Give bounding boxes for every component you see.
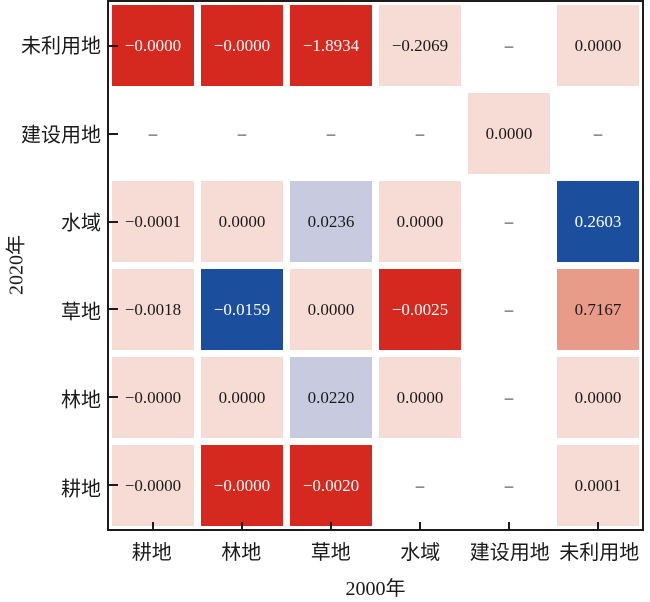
- x-tick-label: 耕地: [131, 542, 172, 564]
- heatmap-cell-missing: –: [468, 269, 550, 350]
- y-axis-tick: [109, 308, 118, 311]
- x-axis-tick: [330, 522, 333, 529]
- heatmap-cell: 0.0001: [557, 445, 639, 526]
- heatmap-cell: 0.0000: [379, 357, 461, 438]
- heatmap-grid: −0.0000 −0.0000 −1.8934 −0.2069–0.0000– – – –0…: [109, 2, 642, 529]
- y-axis-tick-labels: 未利用地建设用地水域草地林地耕地: [0, 0, 101, 531]
- heatmap-cell: −0.0000: [112, 5, 194, 86]
- heatmap-cell: −0.0001: [112, 181, 194, 262]
- heatmap-cell: 0.0220: [290, 357, 372, 438]
- heatmap-cell: 0.2603: [557, 181, 639, 262]
- y-axis-tick: [109, 396, 118, 399]
- x-axis-tick: [418, 522, 421, 529]
- heatmap-cell: 0.0000: [290, 269, 372, 350]
- y-axis-tick: [109, 44, 118, 47]
- x-axis-tick: [152, 522, 155, 529]
- heatmap-cell-missing: –: [557, 93, 639, 174]
- x-axis-tick-labels: 耕地 林地 草地 水域 建设用地 未利用地: [107, 536, 644, 564]
- heatmap-cell-missing: –: [468, 181, 550, 262]
- x-tick-label: 林地: [221, 542, 262, 564]
- heatmap-cell: −1.8934: [290, 5, 372, 86]
- heatmap-cell: 0.0000: [379, 181, 461, 262]
- x-axis-tick: [596, 522, 599, 529]
- y-tick-label: 草地: [61, 301, 101, 324]
- heatmap-cell-missing: –: [201, 93, 283, 174]
- heatmap-cell: −0.2069: [379, 5, 461, 86]
- heatmap-cell: 0.7167: [557, 269, 639, 350]
- heatmap-cell: 0.0000: [468, 93, 550, 174]
- y-tick-label: 耕地: [61, 478, 101, 501]
- heatmap-cell: 0.0000: [557, 5, 639, 86]
- heatmap-cell-missing: –: [468, 5, 550, 86]
- heatmap-cell-missing: –: [112, 93, 194, 174]
- heatmap-cell-missing: –: [379, 93, 461, 174]
- heatmap-cell: −0.0025: [379, 269, 461, 350]
- plot-area: −0.0000 −0.0000 −1.8934 −0.2069–0.0000– – – –0…: [107, 0, 644, 531]
- x-tick-label: 草地: [310, 542, 351, 564]
- x-axis-tick: [507, 522, 510, 529]
- heatmap-cell-missing: –: [290, 93, 372, 174]
- heatmap-cell-missing: –: [468, 357, 550, 438]
- y-axis-tick: [109, 220, 118, 223]
- heatmap-cell: 0.0000: [201, 181, 283, 262]
- heatmap-cell: 0.0000: [201, 357, 283, 438]
- y-axis-tick: [109, 132, 118, 135]
- y-tick-label: 未利用地: [21, 35, 101, 58]
- y-axis-tick: [109, 484, 118, 487]
- y-tick-label: 水域: [61, 212, 101, 235]
- heatmap-cell: −0.0000: [112, 357, 194, 438]
- x-tick-label: 建设用地: [469, 542, 550, 564]
- heatmap-cell: −0.0000: [112, 445, 194, 526]
- heatmap-cell: −0.0000: [201, 445, 283, 526]
- heatmap-cell: −0.0000: [201, 5, 283, 86]
- heatmap-cell: 0.0000: [557, 357, 639, 438]
- heatmap-cell-missing: –: [379, 445, 461, 526]
- x-axis-tick: [241, 522, 244, 529]
- heatmap-cell: 0.0236: [290, 181, 372, 262]
- x-tick-label: 水域: [400, 542, 441, 564]
- heatmap-cell: −0.0020: [290, 445, 372, 526]
- x-axis-title: 2000年: [345, 578, 406, 600]
- heatmap-cell: −0.0018: [112, 269, 194, 350]
- y-tick-label: 建设用地: [21, 124, 101, 147]
- y-tick-label: 林地: [61, 389, 101, 412]
- heatmap-cell-missing: –: [468, 445, 550, 526]
- x-tick-label: 未利用地: [559, 542, 640, 564]
- heatmap-cell: −0.0159: [201, 269, 283, 350]
